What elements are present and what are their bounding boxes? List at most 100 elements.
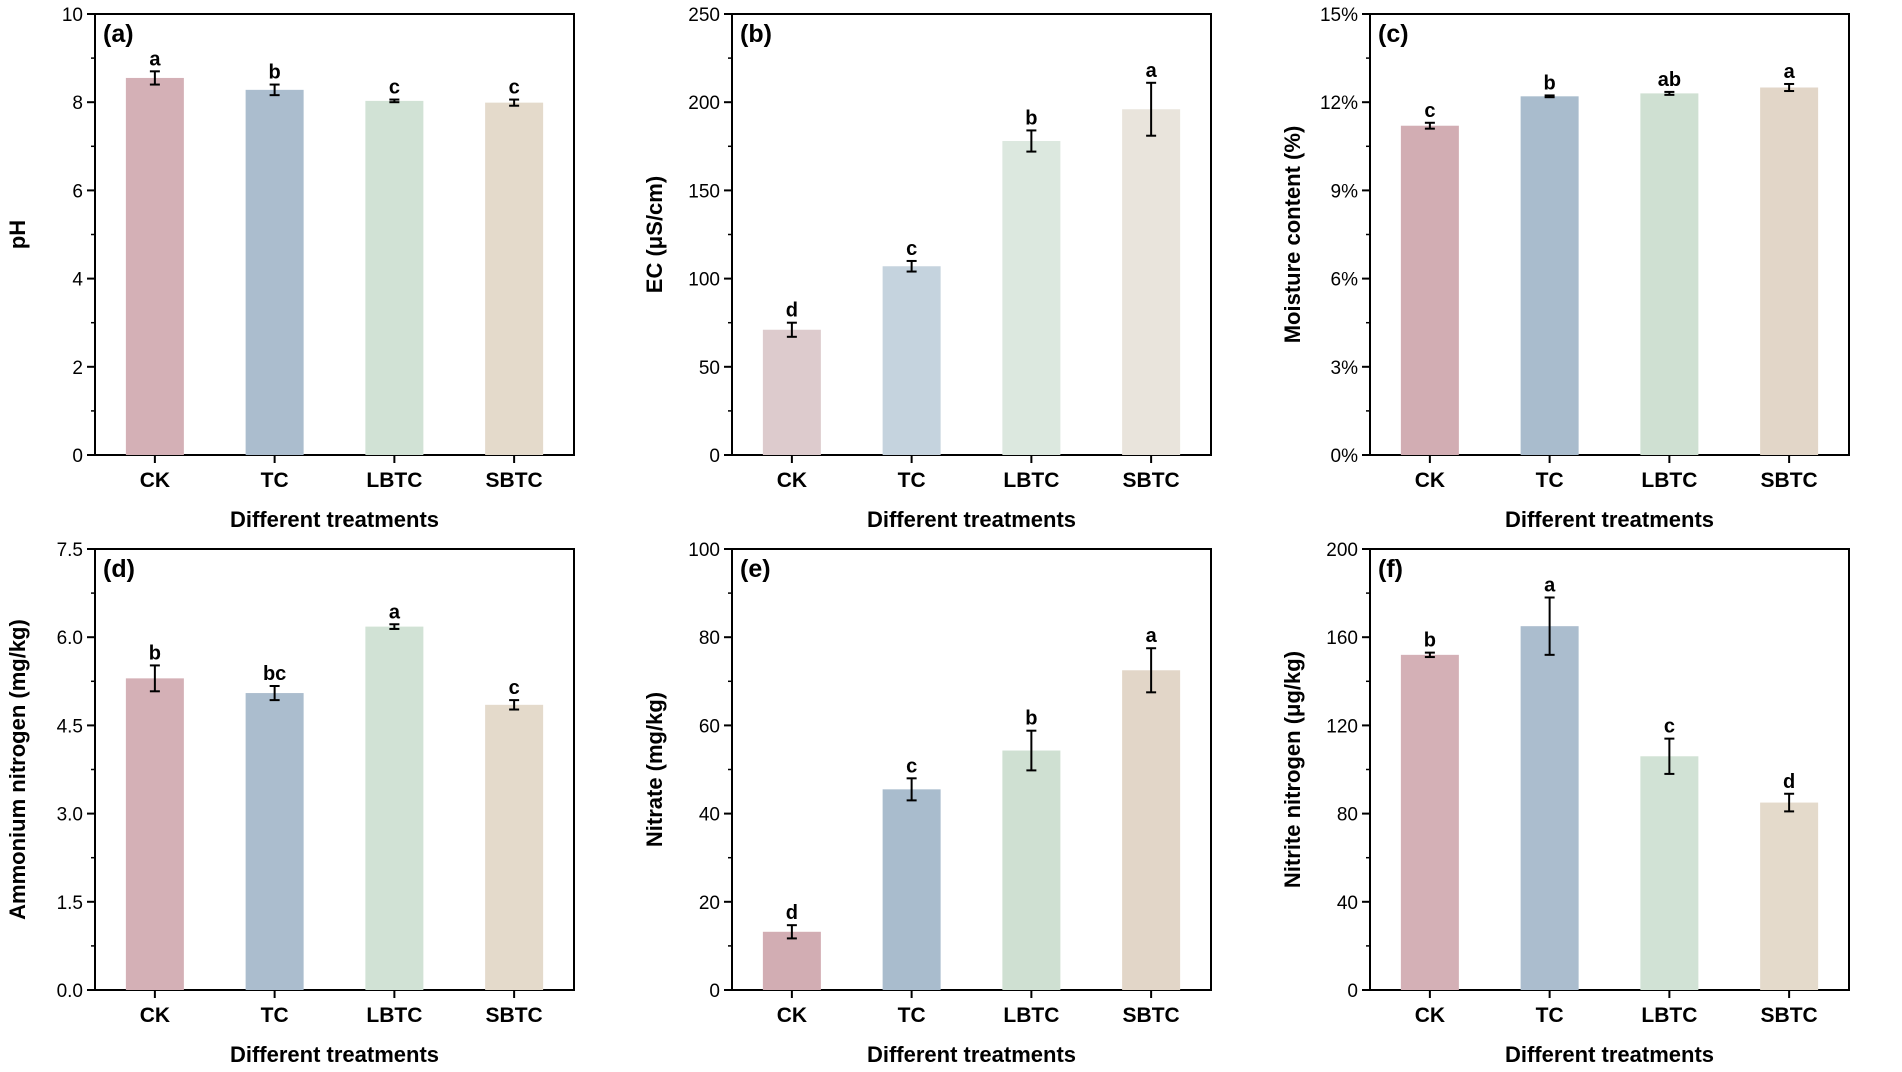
x-tick-label-ck: CK bbox=[777, 1004, 807, 1027]
x-tick-label-sbtc: SBTC bbox=[486, 469, 543, 492]
x-tick-label-tc: TC bbox=[1536, 1004, 1564, 1027]
y-tick-label: 6 bbox=[72, 181, 83, 202]
significance-letter: bc bbox=[263, 663, 286, 685]
x-axis-title: Different treatments bbox=[867, 507, 1076, 532]
x-tick-label-tc: TC bbox=[261, 1004, 289, 1027]
significance-letter: d bbox=[786, 300, 798, 322]
bar-sbtc bbox=[1122, 670, 1181, 990]
x-tick-label-ck: CK bbox=[777, 469, 807, 492]
x-tick-label-lbtc: LBTC bbox=[1641, 469, 1697, 492]
bar-sbtc bbox=[485, 704, 544, 990]
y-tick-label: 8 bbox=[72, 93, 83, 114]
y-tick-label: 160 bbox=[1326, 628, 1358, 649]
significance-letter: ab bbox=[1658, 69, 1681, 91]
y-tick-label: 10 bbox=[62, 5, 83, 26]
x-axis-title: Different treatments bbox=[230, 1042, 439, 1067]
panel-label: (b) bbox=[740, 20, 772, 48]
significance-letter: a bbox=[1544, 575, 1556, 597]
significance-letter: a bbox=[1784, 61, 1796, 83]
panel-d: 0.0 1.5 3.0 4.5 6.0 7.5 b CK bc TC a LBTC c SBTC (d) Di… bbox=[5, 540, 575, 1067]
x-tick-label-lbtc: LBTC bbox=[366, 1004, 422, 1027]
panel-a: 0 2 4 6 8 10 a CK b TC c LBTC c SBTC (a) Different trea… bbox=[5, 5, 575, 532]
y-axis-title: pH bbox=[5, 220, 30, 249]
significance-letter: b bbox=[1424, 630, 1436, 652]
x-tick-label-ck: CK bbox=[1415, 1004, 1445, 1027]
x-tick-label-lbtc: LBTC bbox=[366, 469, 422, 492]
panel-label: (e) bbox=[740, 555, 771, 583]
bar-tc bbox=[882, 266, 941, 455]
significance-letter: c bbox=[1424, 100, 1435, 122]
x-tick-label-tc: TC bbox=[898, 1004, 926, 1027]
y-tick-label: 2 bbox=[72, 358, 83, 379]
x-axis-title: Different treatments bbox=[867, 1042, 1076, 1067]
y-tick-label: 0 bbox=[1347, 981, 1358, 1002]
y-tick-label: 7.5 bbox=[57, 540, 83, 561]
y-tick-label: 3.0 bbox=[57, 805, 83, 826]
bar-lbtc bbox=[1002, 750, 1061, 990]
panel-b: 0 50 100 150 200 250 d CK c TC b LBTC a SBTC (b) Differ… bbox=[642, 5, 1212, 532]
y-tick-label: 6.0 bbox=[57, 628, 83, 649]
y-tick-label: 4 bbox=[72, 270, 83, 291]
x-tick-label-sbtc: SBTC bbox=[1761, 469, 1818, 492]
y-tick-label: 80 bbox=[1337, 805, 1358, 826]
y-tick-label: 200 bbox=[1326, 540, 1358, 561]
significance-letter: d bbox=[786, 902, 798, 924]
y-tick-label: 80 bbox=[699, 628, 720, 649]
significance-letter: b bbox=[1025, 708, 1037, 730]
x-tick-label-tc: TC bbox=[1536, 469, 1564, 492]
bar-sbtc bbox=[1122, 109, 1181, 456]
significance-letter: d bbox=[1783, 771, 1795, 793]
y-tick-label: 250 bbox=[688, 5, 720, 26]
y-axis-title: EC (μS/cm) bbox=[642, 176, 667, 293]
x-tick-label-ck: CK bbox=[140, 1004, 170, 1027]
panel-label: (c) bbox=[1378, 20, 1409, 48]
panel-c: 0% 3% 6% 9% 12% 15% c CK b TC ab LBTC a SBTC (c) Differ… bbox=[1280, 5, 1850, 532]
y-tick-label: 3% bbox=[1331, 358, 1359, 379]
y-tick-label: 15% bbox=[1320, 5, 1358, 26]
significance-letter: b bbox=[149, 642, 161, 664]
bar-sbtc bbox=[485, 102, 544, 456]
y-axis-title: Nitrite nitrogen (μg/kg) bbox=[1280, 651, 1305, 888]
panel-label: (f) bbox=[1378, 555, 1403, 583]
y-tick-label: 0 bbox=[709, 981, 720, 1002]
x-tick-label-lbtc: LBTC bbox=[1003, 1004, 1059, 1027]
panel-f: 0 40 80 120 160 200 b CK a TC c LBTC d SBTC (f) Differe… bbox=[1280, 540, 1850, 1067]
y-tick-label: 100 bbox=[688, 270, 720, 291]
y-tick-label: 150 bbox=[688, 181, 720, 202]
bar-tc bbox=[1520, 626, 1579, 990]
y-tick-label: 120 bbox=[1326, 716, 1358, 737]
x-tick-label-lbtc: LBTC bbox=[1003, 469, 1059, 492]
x-tick-label-sbtc: SBTC bbox=[1123, 1004, 1180, 1027]
x-tick-label-sbtc: SBTC bbox=[1761, 1004, 1818, 1027]
y-tick-label: 6% bbox=[1331, 270, 1359, 291]
bar-lbtc bbox=[1002, 141, 1061, 455]
y-axis-title: Nitrate (mg/kg) bbox=[642, 692, 667, 847]
x-tick-label-tc: TC bbox=[898, 469, 926, 492]
y-tick-label: 0% bbox=[1331, 446, 1359, 467]
y-tick-label: 4.5 bbox=[57, 716, 83, 737]
significance-letter: c bbox=[906, 755, 917, 777]
significance-letter: c bbox=[509, 77, 520, 99]
y-tick-label: 0 bbox=[72, 446, 83, 467]
significance-letter: c bbox=[1664, 716, 1675, 738]
panel-label: (a) bbox=[103, 20, 134, 48]
y-axis-title: Ammonium nitrogen (mg/kg) bbox=[5, 619, 30, 920]
y-tick-label: 100 bbox=[688, 540, 720, 561]
significance-letter: a bbox=[1146, 60, 1158, 82]
bar-sbtc bbox=[1760, 87, 1819, 455]
y-tick-label: 9% bbox=[1331, 181, 1359, 202]
bar-tc bbox=[882, 789, 941, 990]
x-axis-title: Different treatments bbox=[1505, 1042, 1714, 1067]
bar-lbtc bbox=[365, 100, 424, 455]
bar-ck bbox=[125, 77, 184, 455]
x-axis-title: Different treatments bbox=[230, 507, 439, 532]
y-tick-label: 0.0 bbox=[57, 981, 83, 1002]
significance-letter: a bbox=[1146, 625, 1158, 647]
y-tick-label: 12% bbox=[1320, 93, 1358, 114]
y-tick-label: 20 bbox=[699, 893, 720, 914]
bar-tc bbox=[245, 693, 304, 990]
y-tick-label: 200 bbox=[688, 93, 720, 114]
significance-letter: b bbox=[1544, 72, 1556, 94]
